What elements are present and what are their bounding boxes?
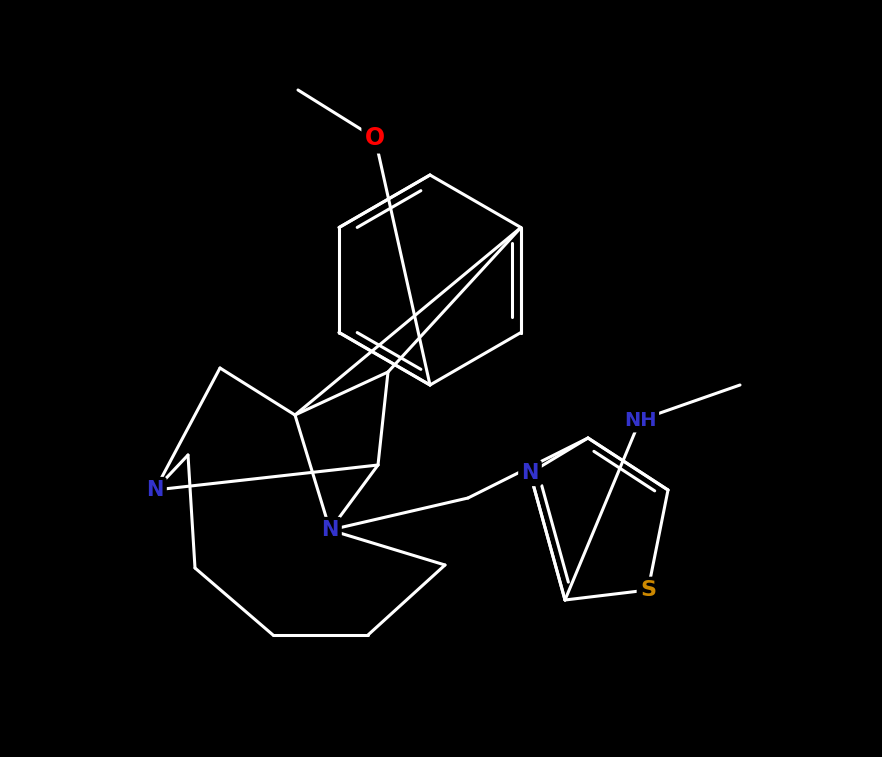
Text: N: N <box>321 520 339 540</box>
Text: S: S <box>640 580 656 600</box>
Text: O: O <box>365 126 385 150</box>
Text: NH: NH <box>624 410 656 429</box>
Text: N: N <box>521 463 539 483</box>
Text: N: N <box>146 480 164 500</box>
